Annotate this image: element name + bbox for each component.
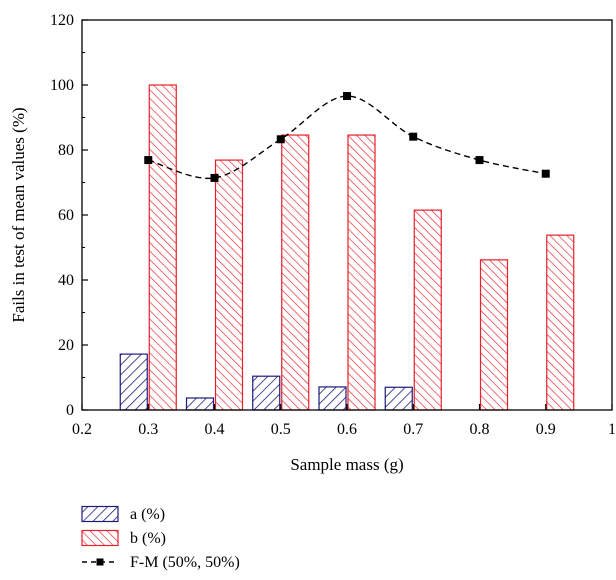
legend-swatch-a — [81, 505, 119, 523]
fm-point — [409, 132, 418, 141]
bar-b — [214, 159, 244, 411]
y-tick-label: 0 — [66, 402, 74, 419]
x-tick-label: 0.8 — [470, 421, 490, 438]
series-b-bars — [148, 84, 575, 411]
x-axis-label: Sample mass (g) — [290, 455, 403, 474]
x-axis: 0.2 0.3 0.4 0.5 0.6 0.7 0.8 0.9 1 — [72, 404, 616, 438]
series-fm-line — [144, 92, 550, 182]
bar-a — [318, 386, 347, 411]
x-tick-label: 0.5 — [271, 421, 291, 438]
legend-swatch-b — [81, 529, 119, 547]
y-tick-label: 20 — [58, 337, 74, 354]
legend-label-a: a (%) — [130, 506, 165, 523]
fm-point — [541, 169, 550, 178]
fm-curve — [148, 95, 546, 180]
y-axis: 0 20 40 60 80 100 120 — [50, 12, 88, 419]
x-tick-label: 0.6 — [337, 421, 357, 438]
y-tick-label: 80 — [58, 142, 74, 159]
bar-a — [252, 375, 281, 411]
legend-marker-fm — [96, 558, 104, 566]
bar-b — [479, 259, 509, 411]
y-tick-label: 40 — [58, 272, 74, 289]
x-tick-label: 0.3 — [138, 421, 158, 438]
x-tick-label: 1 — [608, 421, 616, 438]
bar-a — [185, 397, 215, 411]
legend: a (%) b (%) F-M (50%, 50%) — [81, 505, 240, 571]
series-a-bars — [119, 353, 413, 411]
bar-b — [413, 209, 442, 411]
fm-point — [475, 156, 484, 165]
x-tick-label: 0.7 — [403, 421, 423, 438]
fm-point — [144, 156, 153, 165]
fm-point — [343, 92, 351, 101]
x-tick-label: 0.9 — [536, 421, 556, 438]
bar-a — [384, 386, 413, 411]
fm-point — [210, 173, 219, 182]
bar-b — [546, 234, 575, 411]
bar-b — [281, 134, 310, 411]
bar-a — [119, 353, 148, 411]
y-tick-label: 60 — [58, 207, 74, 224]
y-tick-label: 100 — [50, 77, 74, 94]
y-tick-label: 120 — [50, 12, 74, 29]
legend-label-fm: F-M (50%, 50%) — [130, 554, 240, 571]
bar-b — [148, 84, 177, 411]
bar-b — [347, 134, 376, 411]
y-axis-label: Fails in test of mean values (%) — [9, 107, 28, 322]
legend-label-b: b (%) — [130, 530, 166, 547]
fm-point — [276, 135, 285, 144]
x-tick-label: 0.2 — [72, 421, 92, 438]
x-tick-label: 0.4 — [205, 421, 225, 438]
